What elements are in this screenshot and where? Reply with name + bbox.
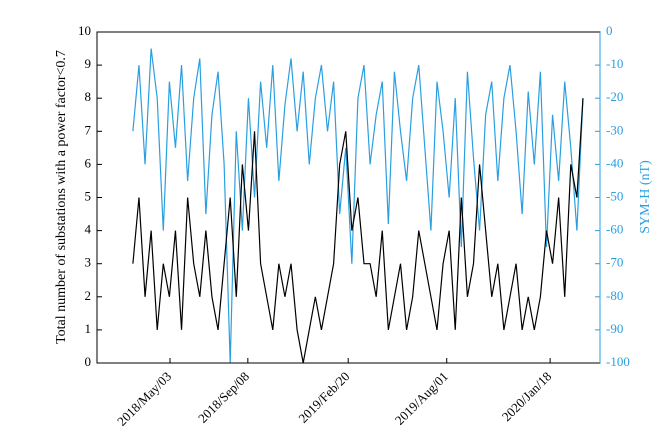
y-tick-label: 4 (85, 222, 92, 237)
y2-tick-label: -90 (606, 321, 623, 336)
y-tick-label: 7 (85, 122, 92, 137)
data-line (132, 48, 584, 364)
y2-axis-label: SYM-H (nT) (638, 160, 653, 234)
y-tick-label: 1 (85, 321, 92, 336)
y-tick-label: 5 (85, 188, 92, 203)
y-tick-label: 10 (78, 23, 91, 38)
data-line (132, 98, 584, 364)
x-tick-label: 2018/Sep/08 (195, 369, 252, 426)
y2-tick-label: -10 (606, 56, 623, 71)
y2-tick-label: -60 (606, 222, 623, 237)
y2-tick-label: -40 (606, 155, 623, 170)
y2-tick-label: -30 (606, 122, 623, 137)
y-axis-label: Total number of substations with a power… (54, 50, 69, 344)
x-tick-label: 2018/May/03 (114, 369, 174, 429)
y2-tick-label: -80 (606, 288, 623, 303)
x-tick-label: 2019/Aug/01 (392, 369, 451, 428)
y2-tick-label: 0 (606, 23, 613, 38)
y-tick-label: 2 (85, 288, 92, 303)
y-tick-label: 0 (85, 354, 92, 369)
y2-tick-label: -50 (606, 188, 623, 203)
y-tick-label: 8 (85, 89, 92, 104)
y-tick-label: 9 (85, 56, 92, 71)
y-tick-label: 3 (85, 255, 92, 270)
y2-tick-label: -70 (606, 255, 623, 270)
x-tick-label: 2019/Feb/20 (295, 369, 352, 426)
y2-tick-label: -100 (606, 354, 630, 369)
y2-tick-label: -20 (606, 89, 623, 104)
y-tick-label: 6 (85, 155, 92, 170)
x-tick-label: 2020/Jan/18 (499, 369, 555, 425)
